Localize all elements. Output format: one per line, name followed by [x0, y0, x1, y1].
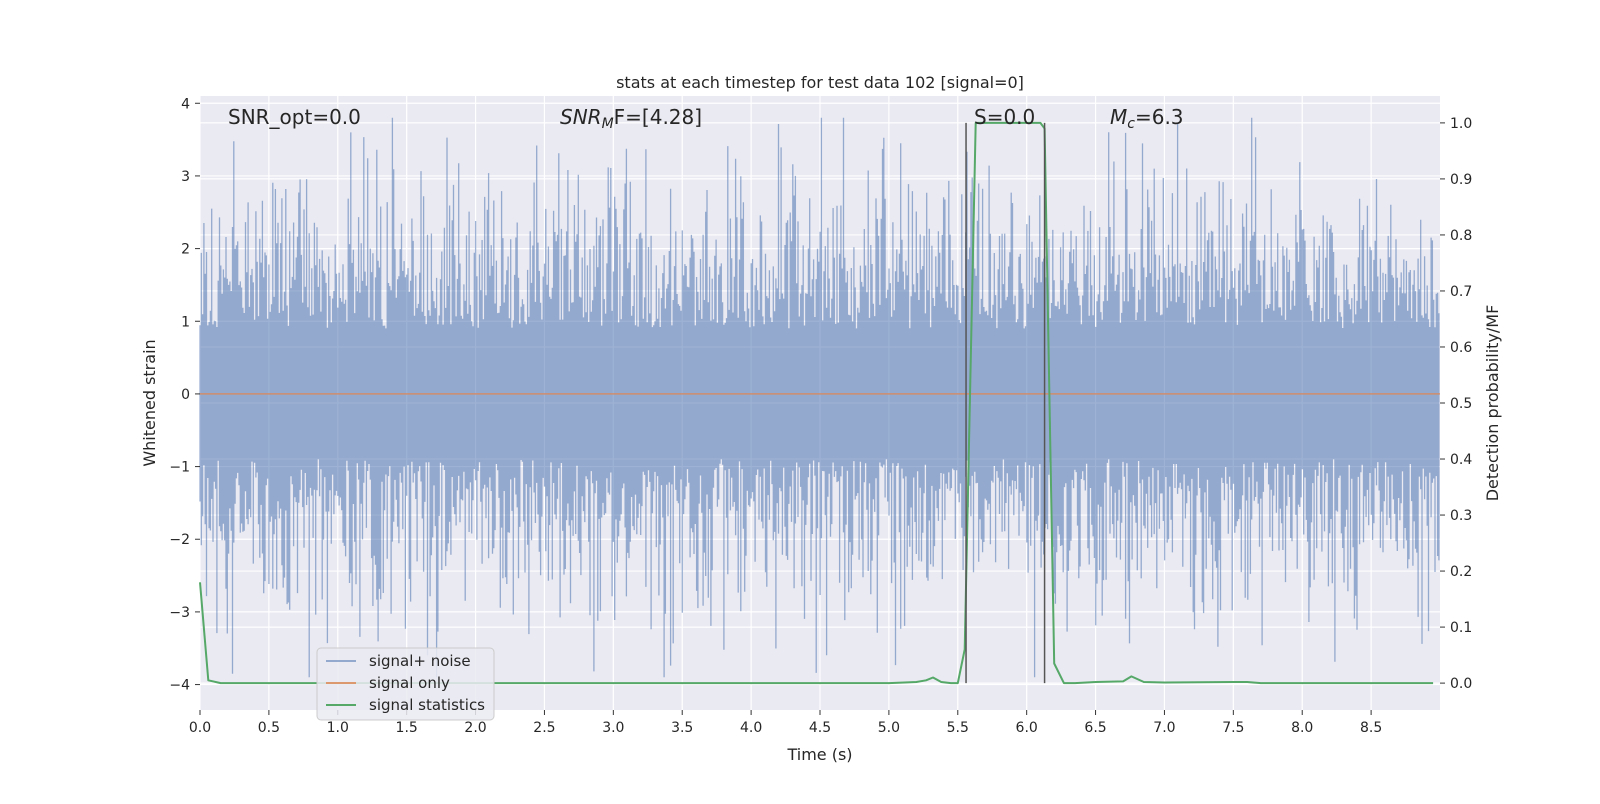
- axes: 0.0 0.5 1.0 1.5 2.0 2.5 3.0 3.5 4.0 4.5 5.0 5.5 6.0 6…: [169, 96, 1472, 736]
- x-tick-label: 4.5: [809, 720, 831, 736]
- y-right-tick-label: 0.0: [1450, 676, 1472, 692]
- y-right-tick-label: 0.8: [1450, 228, 1472, 244]
- y-left-tick-label: 2: [181, 242, 190, 258]
- y-left-tick-label: 3: [181, 169, 190, 185]
- y-axis-label-right: Detection probability/MF: [1483, 305, 1502, 502]
- vertical-markers: [965, 122, 1046, 684]
- noise-trace: [199, 117, 1440, 678]
- legend-label-signal-noise: signal+ noise: [369, 652, 471, 670]
- x-tick-label: 0.0: [189, 720, 211, 736]
- x-tick-label: 3.5: [671, 720, 693, 736]
- legend-label-signal-only: signal only: [369, 674, 450, 692]
- x-tick-label: 0.5: [258, 720, 280, 736]
- y-left-tick-label: 1: [181, 314, 190, 330]
- series-lines: [199, 121, 1440, 685]
- y-right-tick-label: 0.1: [1450, 620, 1472, 636]
- y-right-tick-label: 0.9: [1450, 172, 1472, 188]
- x-tick-label: 6.5: [1084, 720, 1106, 736]
- x-tick-label: 6.0: [1016, 720, 1038, 736]
- annotation-mc: Mc=6.3: [1110, 105, 1184, 132]
- series-signal-noise: [199, 117, 1440, 678]
- annotation-snr-mf: SNRMF=[4.28]: [560, 105, 702, 132]
- x-tick-label: 2.0: [464, 720, 486, 736]
- x-tick-label: 5.0: [878, 720, 900, 736]
- x-tick-label: 1.5: [396, 720, 418, 736]
- x-tick-label: 8.0: [1291, 720, 1313, 736]
- x-tick-label: 2.5: [533, 720, 555, 736]
- y-right-tick-label: 0.7: [1450, 284, 1472, 300]
- y-left-tick-label: −3: [169, 605, 190, 621]
- series-signal-statistics: [199, 121, 1434, 685]
- y-left-tick-label: 4: [181, 96, 190, 112]
- y-left-tick-label: −1: [169, 460, 190, 476]
- annotation-s: S=0.0: [974, 105, 1035, 129]
- x-tick-label: 7.0: [1153, 720, 1175, 736]
- x-tick-label: 7.5: [1222, 720, 1244, 736]
- y-left-tick-label: −2: [169, 532, 190, 548]
- y-right-tick-label: 0.3: [1450, 508, 1472, 524]
- y-right-tick-label: 0.2: [1450, 564, 1472, 580]
- legend-label-signal-statistics: signal statistics: [369, 696, 485, 714]
- y-left-tick-label: −4: [169, 678, 190, 694]
- x-tick-label: 8.5: [1360, 720, 1382, 736]
- y-axis-label-left: Whitened strain: [140, 339, 159, 466]
- legend-box: [316, 647, 495, 721]
- legend: signal+ noise signal only signal statist…: [316, 647, 495, 721]
- y-left-tick-label: 0: [181, 387, 190, 403]
- x-axis-label: Time (s): [786, 745, 852, 764]
- x-tick-label: 1.0: [327, 720, 349, 736]
- x-tick-label: 4.0: [740, 720, 762, 736]
- x-tick-label: 5.5: [947, 720, 969, 736]
- annotation-snr-opt: SNR_opt=0.0: [228, 105, 361, 129]
- chart-title: stats at each timestep for test data 102…: [616, 73, 1024, 92]
- y-right-tick-label: 0.5: [1450, 396, 1472, 412]
- x-tick-label: 3.0: [602, 720, 624, 736]
- y-right-tick-label: 0.4: [1450, 452, 1472, 468]
- y-right-tick-label: 0.6: [1450, 340, 1472, 356]
- y-right-tick-label: 1.0: [1450, 116, 1472, 132]
